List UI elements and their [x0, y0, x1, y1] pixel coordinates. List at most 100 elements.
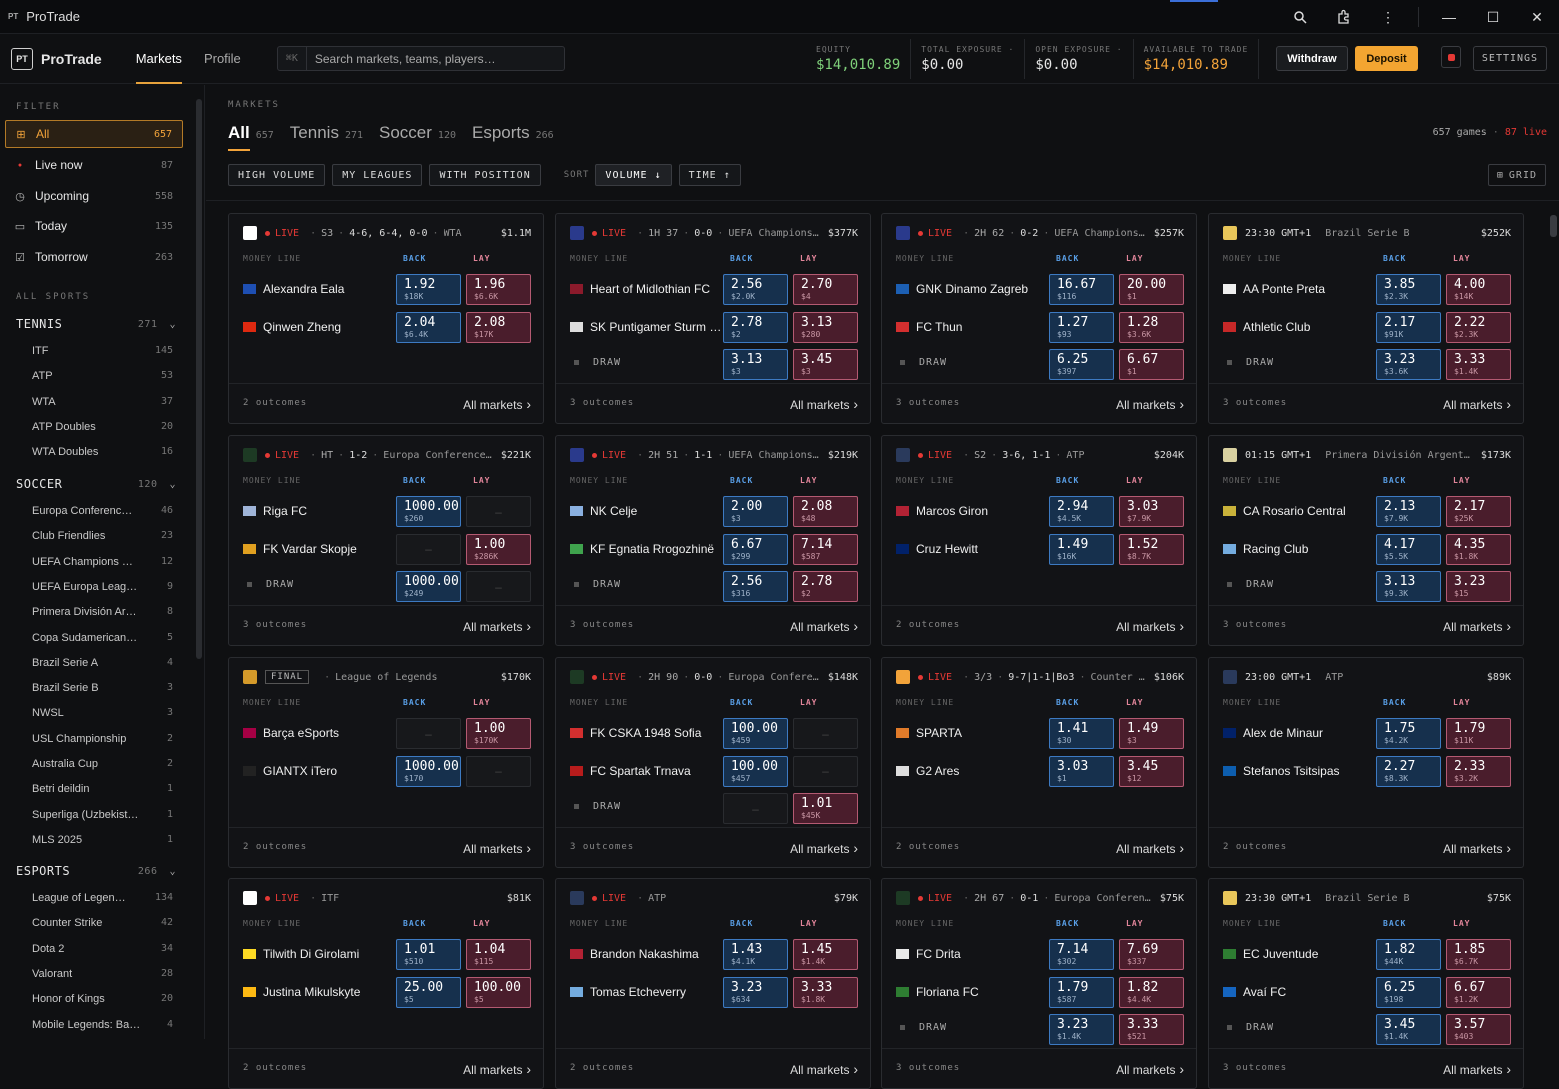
all-markets-link[interactable]: All markets › [1443, 1061, 1511, 1077]
market-card[interactable]: LIVE · ITF $81K MONEY LINE BACK LAY Tilwith Di … [228, 878, 544, 1089]
grid-view-button[interactable]: ⊞ GRID [1487, 164, 1546, 186]
all-markets-link[interactable]: All markets › [790, 1061, 858, 1077]
lay-odds-button[interactable]: 6.67 $1.2K [1446, 976, 1511, 1008]
record-button[interactable] [1441, 46, 1461, 68]
back-odds-button[interactable]: 1.92 $18K [396, 274, 461, 305]
lay-odds-button[interactable]: 1.52 $8.7K [1119, 533, 1184, 565]
all-markets-link[interactable]: All markets › [790, 840, 858, 856]
tab-all[interactable]: All 657 [228, 123, 274, 151]
sort-volume-button[interactable]: VOLUME ↓ [595, 164, 672, 186]
sidebar-league[interactable]: Copa Sudamerican… 5 [32, 632, 173, 644]
market-card[interactable]: LIVE · 3/3 · 9-7|1-1|Bo3 · Counter … $106K MONEY… [881, 657, 1197, 868]
maximize-icon[interactable]: ☐ [1486, 8, 1500, 25]
sidebar-league[interactable]: Valorant 28 [32, 968, 173, 980]
lay-odds-button[interactable]: 3.45 $12 [1119, 755, 1184, 787]
back-odds-button[interactable]: 2.94 $4.5K [1049, 496, 1114, 527]
lay-odds-button[interactable]: 1.04 $115 [466, 939, 531, 970]
sidebar-league[interactable]: ITF 145 [32, 345, 173, 357]
lay-odds-button[interactable]: 1.85 $6.7K [1446, 939, 1511, 970]
back-odds-button[interactable]: 6.25 $198 [1376, 976, 1441, 1008]
market-card[interactable]: LIVE · S3 · 4-6, 6-4, 0-0 · WTA $1.1M MONEY LINE… [228, 213, 544, 424]
nav-markets[interactable]: Markets [135, 34, 183, 84]
sidebar-league[interactable]: Counter Strike 42 [32, 917, 173, 929]
back-odds-button[interactable]: 2.27 $8.3K [1376, 755, 1441, 787]
all-markets-link[interactable]: All markets › [1116, 1061, 1184, 1077]
chip-with-position[interactable]: WITH POSITION [429, 164, 541, 186]
all-markets-link[interactable]: All markets › [1116, 618, 1184, 634]
nav-profile[interactable]: Profile [203, 51, 241, 66]
market-card[interactable]: 23:30 GMT+1 Brazil Serie B $75K MONEY LINE B… [1208, 878, 1524, 1089]
filter-upcoming[interactable]: ◷ Upcoming 558 [5, 182, 183, 210]
lay-odds-button[interactable]: 1.00 $170K [466, 718, 531, 749]
back-odds-button[interactable]: 3.23 $634 [723, 976, 788, 1008]
back-odds-button[interactable]: 1.75 $4.2K [1376, 718, 1441, 749]
all-markets-link[interactable]: All markets › [790, 396, 858, 412]
sidebar-league[interactable]: Australia Cup 2 [32, 758, 173, 770]
chip-high-volume[interactable]: HIGH VOLUME [228, 164, 326, 186]
sidebar-league[interactable]: WTA Doubles 16 [32, 446, 173, 458]
sidebar-league[interactable]: Dota 2 34 [32, 943, 173, 955]
lay-odds-button[interactable]: 1.45 $1.4K [793, 939, 858, 970]
back-odds-button[interactable]: 100.00 $457 [723, 755, 788, 787]
back-odds-button[interactable]: 3.23 $1.4K [1049, 1014, 1114, 1045]
market-card[interactable]: LIVE · S2 · 3-6, 1-1 · ATP $204K MONEY LINE BACK L… [881, 435, 1197, 646]
sidebar-league[interactable]: Betri deildin 1 [32, 783, 173, 795]
back-odds-button[interactable]: 2.78 $2 [723, 311, 788, 343]
sidebar-league[interactable]: USL Championship 2 [32, 733, 173, 745]
market-card[interactable]: LIVE · 2H 67 · 0-1 · Europa Conferen… $75K MONEY… [881, 878, 1197, 1089]
back-odds-button[interactable]: 2.56 $316 [723, 571, 788, 602]
sport-esports[interactable]: ESPORTS 266 ⌄ [16, 864, 176, 878]
lay-odds-button[interactable]: 2.78 $2 [793, 571, 858, 602]
back-odds-button[interactable]: 1.01 $510 [396, 939, 461, 970]
sidebar-league[interactable]: League of Legen… 134 [32, 892, 173, 904]
filter-all[interactable]: ⊞ All 657 [5, 120, 183, 148]
lay-odds-button[interactable]: 7.69 $337 [1119, 939, 1184, 970]
all-markets-link[interactable]: All markets › [1443, 840, 1511, 856]
lay-odds-button[interactable]: 1.01 $45K [793, 793, 858, 824]
lay-odds-button[interactable]: 4.35 $1.8K [1446, 533, 1511, 565]
all-markets-link[interactable]: All markets › [1116, 840, 1184, 856]
all-markets-link[interactable]: All markets › [1443, 618, 1511, 634]
all-markets-link[interactable]: All markets › [463, 396, 531, 412]
back-odds-button[interactable]: 1000.00 $170 [396, 755, 461, 787]
back-odds-button[interactable]: 2.17 $91K [1376, 311, 1441, 343]
sidebar-league[interactable]: Honor of Kings 20 [32, 993, 173, 1005]
back-odds-button[interactable]: 1.43 $4.1K [723, 939, 788, 970]
back-odds-button[interactable]: 7.14 $302 [1049, 939, 1114, 970]
back-odds-button[interactable]: 1.49 $16K [1049, 533, 1114, 565]
lay-odds-button[interactable]: 2.08 $48 [793, 496, 858, 527]
market-card[interactable]: LIVE · 1H 37 · 0-0 · UEFA Champions… $377K MONEY… [555, 213, 871, 424]
back-odds-button[interactable]: 2.00 $3 [723, 496, 788, 527]
sidebar-league[interactable]: ATP 53 [32, 370, 173, 382]
lay-odds-button[interactable]: 1.79 $11K [1446, 718, 1511, 749]
lay-odds-button[interactable]: 1.82 $4.4K [1119, 976, 1184, 1008]
sidebar-league[interactable]: WTA 37 [32, 396, 173, 408]
back-odds-button[interactable]: 3.13 $9.3K [1376, 571, 1441, 602]
all-markets-link[interactable]: All markets › [1443, 396, 1511, 412]
sidebar-league[interactable]: Mobile Legends: Ba… 4 [32, 1019, 173, 1031]
search-input[interactable] [314, 51, 545, 66]
market-card[interactable]: LIVE · 2H 90 · 0-0 · Europa Confere… $148K MONEY… [555, 657, 871, 868]
lay-odds-button[interactable]: 3.23 $15 [1446, 571, 1511, 602]
lay-odds-button[interactable]: 7.14 $587 [793, 533, 858, 565]
all-markets-link[interactable]: All markets › [463, 1061, 531, 1077]
close-icon[interactable]: ✕ [1531, 8, 1543, 25]
back-odds-button[interactable]: 3.45 $1.4K [1376, 1014, 1441, 1045]
back-odds-button[interactable]: 1.79 $587 [1049, 976, 1114, 1008]
lay-odds-button[interactable]: 6.67 $1 [1119, 349, 1184, 380]
sport-tennis[interactable]: TENNIS 271 ⌄ [16, 317, 176, 331]
lay-odds-button[interactable]: 4.00 $14K [1446, 274, 1511, 305]
lay-odds-button[interactable]: 3.33 $1.8K [793, 976, 858, 1008]
deposit-button[interactable]: Deposit [1355, 46, 1418, 71]
market-card[interactable]: 23:00 GMT+1 ATP $89K MONEY LINE BACK LAY Alex … [1208, 657, 1524, 868]
all-markets-link[interactable]: All markets › [790, 618, 858, 634]
sidebar-league[interactable]: Primera División Ar… 8 [32, 606, 173, 618]
filter-live-now[interactable]: ● Live now 87 [5, 151, 183, 179]
back-odds-button[interactable]: 1.82 $44K [1376, 939, 1441, 970]
back-odds-button[interactable]: 3.03 $1 [1049, 755, 1114, 787]
market-card[interactable]: 01:15 GMT+1 Primera División Argent… $173K… [1208, 435, 1524, 646]
lay-odds-button[interactable]: 3.13 $280 [793, 311, 858, 343]
lay-odds-button[interactable]: 2.22 $2.3K [1446, 311, 1511, 343]
sidebar-league[interactable]: UEFA Europa Leag… 9 [32, 581, 173, 593]
chip-my-leagues[interactable]: MY LEAGUES [332, 164, 423, 186]
